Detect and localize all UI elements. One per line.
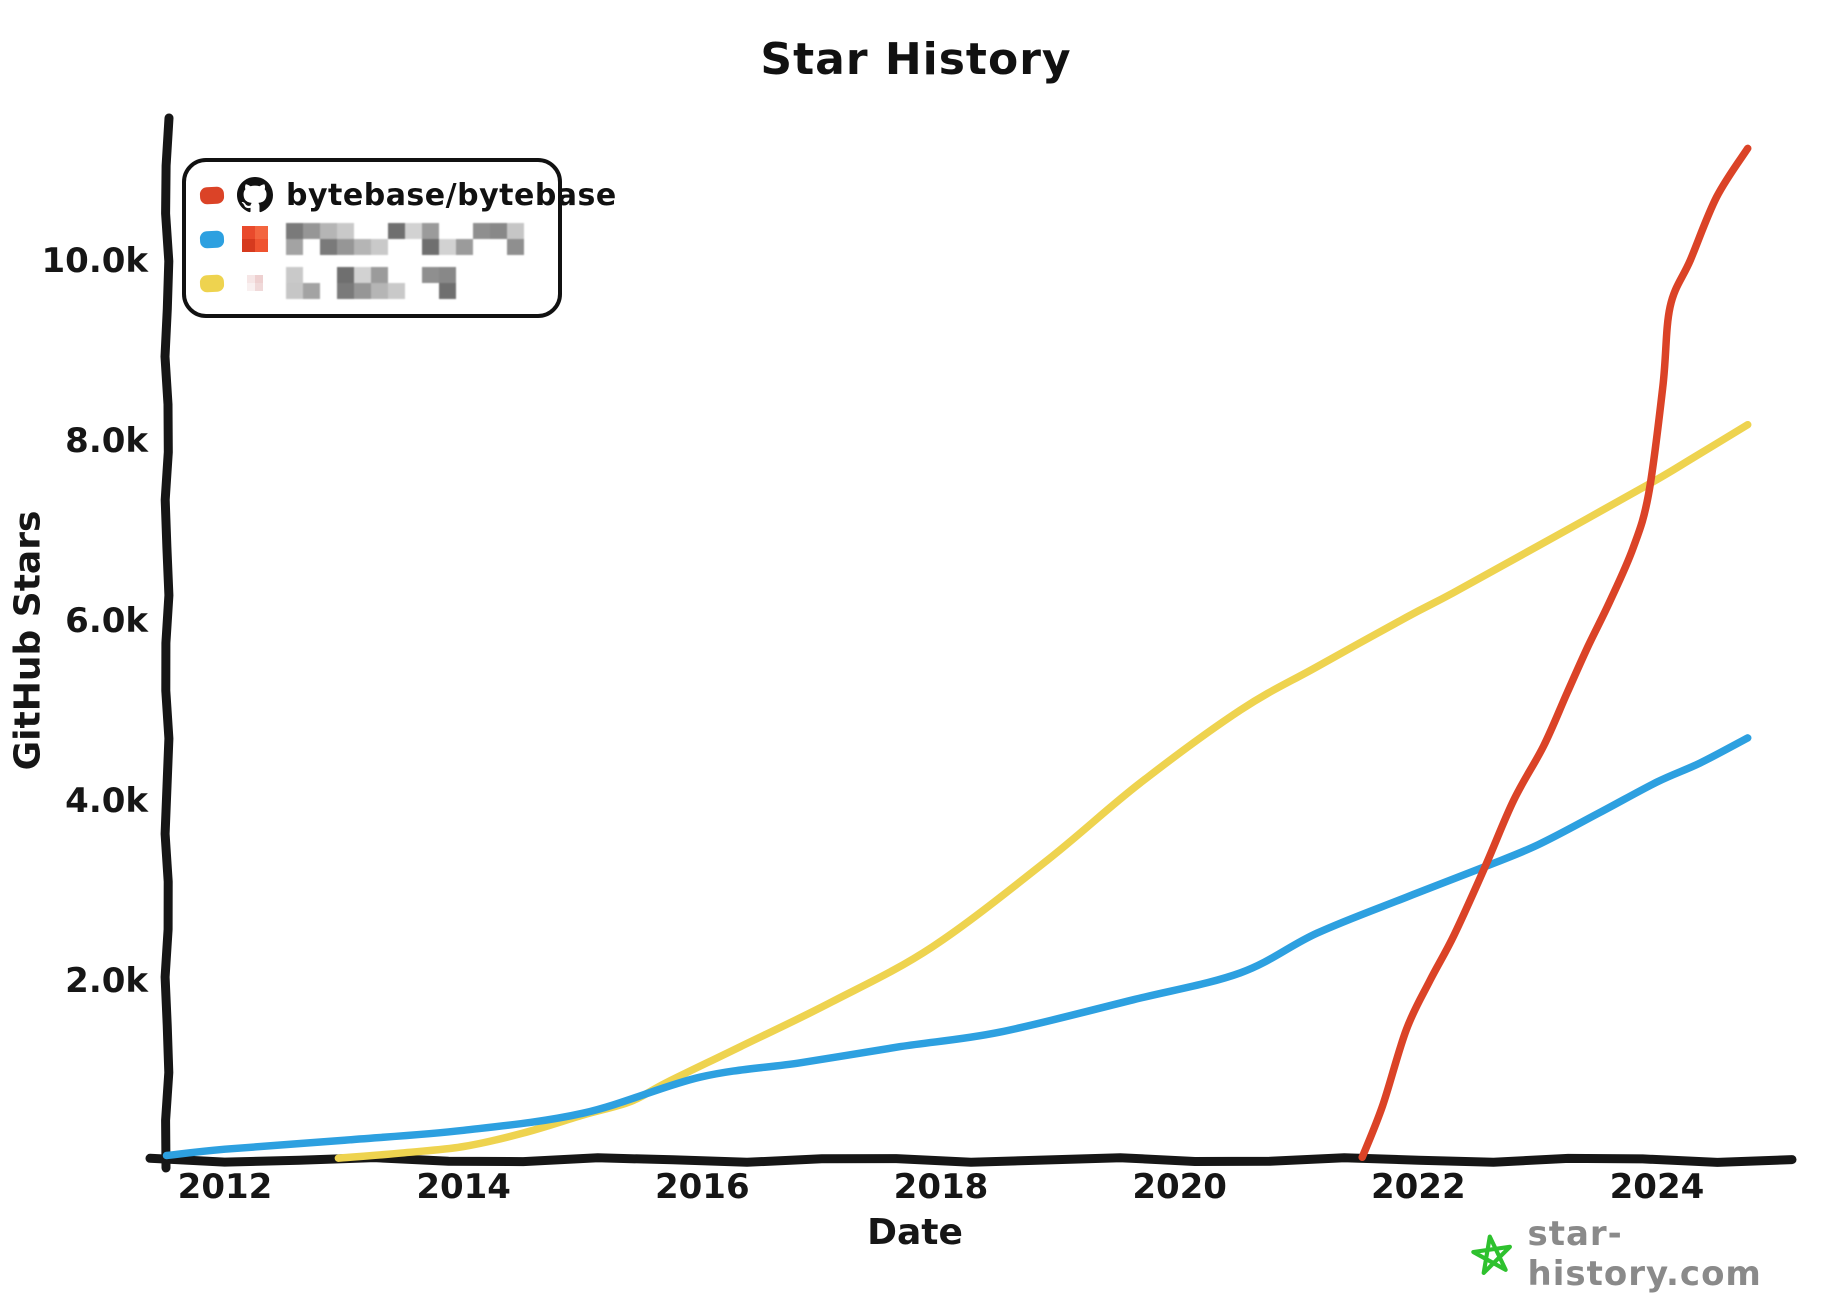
repo-avatar-icon [236,220,274,258]
series-line-series-3 [334,420,1752,1162]
legend-color-swatch [199,273,225,293]
y-axis-title: GitHub Stars [7,510,49,771]
x-tick-label: 2016 [655,1167,750,1207]
github-icon [236,176,274,214]
site-branding: star-history.com [1471,1214,1832,1294]
y-tick-label: 10.0k [42,241,150,281]
legend: bytebase/bytebase [182,158,616,318]
star-icon [1471,1234,1512,1275]
x-axis-title: Date [867,1212,963,1253]
y-axis-line [160,113,174,1173]
series-line-bytebase [1358,144,1752,1162]
series-line-series-2 [162,734,1752,1160]
y-tick-label: 4.0k [65,781,149,821]
x-axis-line [145,1153,1797,1167]
chart-title: Star History [760,34,1072,85]
legend-label: bytebase/bytebase [286,177,617,213]
x-tick-label: 2012 [178,1167,273,1207]
x-tick-label: 2018 [894,1167,989,1207]
legend-item-series-3 [199,262,542,304]
y-tick-label: 8.0k [65,421,149,461]
y-tick-label: 2.0k [65,961,149,1001]
repo-avatar-icon [236,264,274,302]
x-tick-label: 2020 [1132,1167,1227,1207]
legend-item-bytebase: bytebase/bytebase [199,174,616,216]
x-tick-label: 2014 [416,1167,511,1207]
legend-label-redacted [286,266,470,300]
x-tick-label: 2024 [1610,1167,1705,1207]
legend-item-series-2 [199,218,542,260]
legend-color-swatch [199,229,225,249]
x-tick-label: 2022 [1371,1167,1466,1207]
y-tick-label: 6.0k [65,601,149,641]
site-url: star-history.com [1527,1214,1762,1294]
legend-color-swatch [199,185,225,205]
legend-label-redacted [286,222,530,256]
